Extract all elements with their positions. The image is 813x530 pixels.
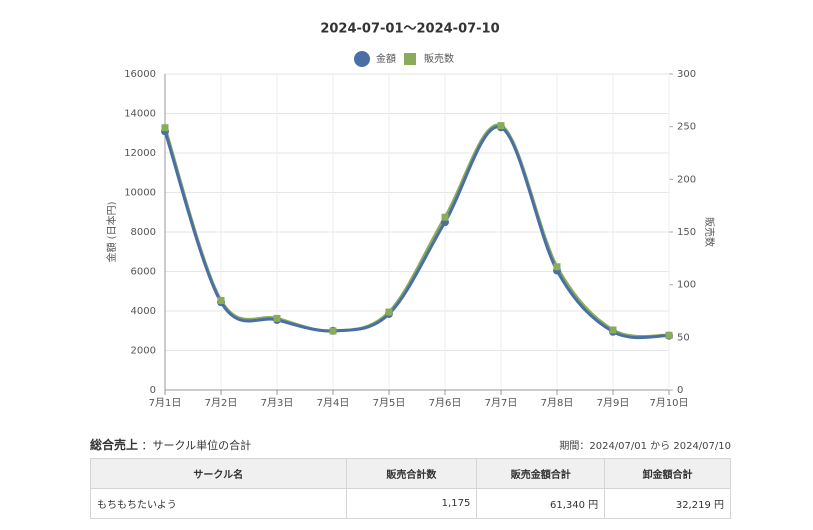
x-tick-label: 7月2日 (205, 397, 238, 409)
x-tick-label: 7月4日 (317, 397, 350, 409)
column-header: 販売合計数 (345, 458, 478, 489)
y-axis-label: 金額 (日本円) (105, 201, 118, 262)
x-tick-label: 7月5日 (373, 397, 406, 409)
point (329, 327, 337, 335)
y2-tick-label: 0 (677, 385, 683, 396)
chart: 2024-07-01～2024-07-10 020004000600080001… (105, 22, 716, 410)
y-tick-label: 16000 (124, 69, 156, 80)
y-tick-label: 4000 (131, 306, 156, 317)
x-tick-label: 7月9日 (597, 397, 630, 409)
summary-heading: 総合売上 ：サークル単位の合計 (90, 436, 251, 453)
point (441, 213, 449, 221)
x-tick-label: 7月6日 (429, 397, 462, 409)
y-tick-label: 12000 (124, 148, 156, 159)
summary-table: サークル名 販売合計数 販売金額合計 卸金額合計 もちもちたいよう 1,175 61,34… (90, 458, 731, 519)
point (161, 124, 169, 132)
x-tick-label: 7月3日 (261, 397, 294, 409)
chart-title: 2024-07-01～2024-07-10 (320, 22, 499, 37)
period: 期間：2024/07/01 から 2024/07/10 (559, 441, 731, 452)
legend-marker (404, 53, 416, 65)
y2-tick-label: 100 (677, 280, 696, 291)
point (385, 308, 393, 316)
summary-subtitle: ：サークル単位の合計 (141, 439, 252, 452)
series-line (163, 123, 670, 339)
y-tick-label: 6000 (131, 267, 156, 278)
y2-axis-label: 販売数 (703, 217, 716, 247)
y2-tick-label: 50 (677, 332, 690, 343)
table-cell: もちもちたいよう (90, 488, 347, 519)
legend-label: 販売数 (424, 52, 454, 65)
column-header: 販売金額合計 (476, 458, 606, 489)
y2-tick-label: 300 (677, 69, 696, 80)
series-line (163, 125, 670, 340)
legend-label: 金額 (376, 52, 396, 65)
y-tick-label: 2000 (131, 346, 156, 357)
point (497, 122, 505, 130)
point (273, 314, 281, 322)
y2-tick-label: 200 (677, 174, 696, 185)
x-tick-label: 7月7日 (485, 397, 518, 409)
y2-tick-label: 250 (677, 122, 696, 133)
y-tick-label: 10000 (124, 188, 156, 199)
table-row: もちもちたいよう 1,175 61,340 円 32,219 円 (90, 488, 731, 519)
y-tick-label: 14000 (124, 109, 156, 120)
y-tick-label: 8000 (131, 227, 156, 238)
header-row: サークル名 販売合計数 販売金額合計 卸金額合計 (90, 458, 731, 489)
point (217, 296, 225, 304)
table-cell: 61,340 円 (476, 488, 606, 519)
y2-tick-label: 150 (677, 227, 696, 238)
x-tick-label: 7月10日 (649, 397, 688, 409)
point (665, 331, 673, 339)
table-cell: 32,219 円 (604, 488, 731, 519)
x-tick-label: 7月8日 (541, 397, 574, 409)
y-tick-label: 0 (150, 385, 156, 396)
column-header: 卸金額合計 (604, 458, 731, 489)
column-header: サークル名 (90, 458, 347, 489)
x-tick-label: 7月1日 (149, 397, 182, 409)
point (553, 263, 561, 271)
table-cell: 1,175 (345, 488, 478, 519)
legend-marker (354, 51, 370, 67)
point (609, 326, 617, 334)
summary-title: 総合売上 (90, 438, 139, 452)
